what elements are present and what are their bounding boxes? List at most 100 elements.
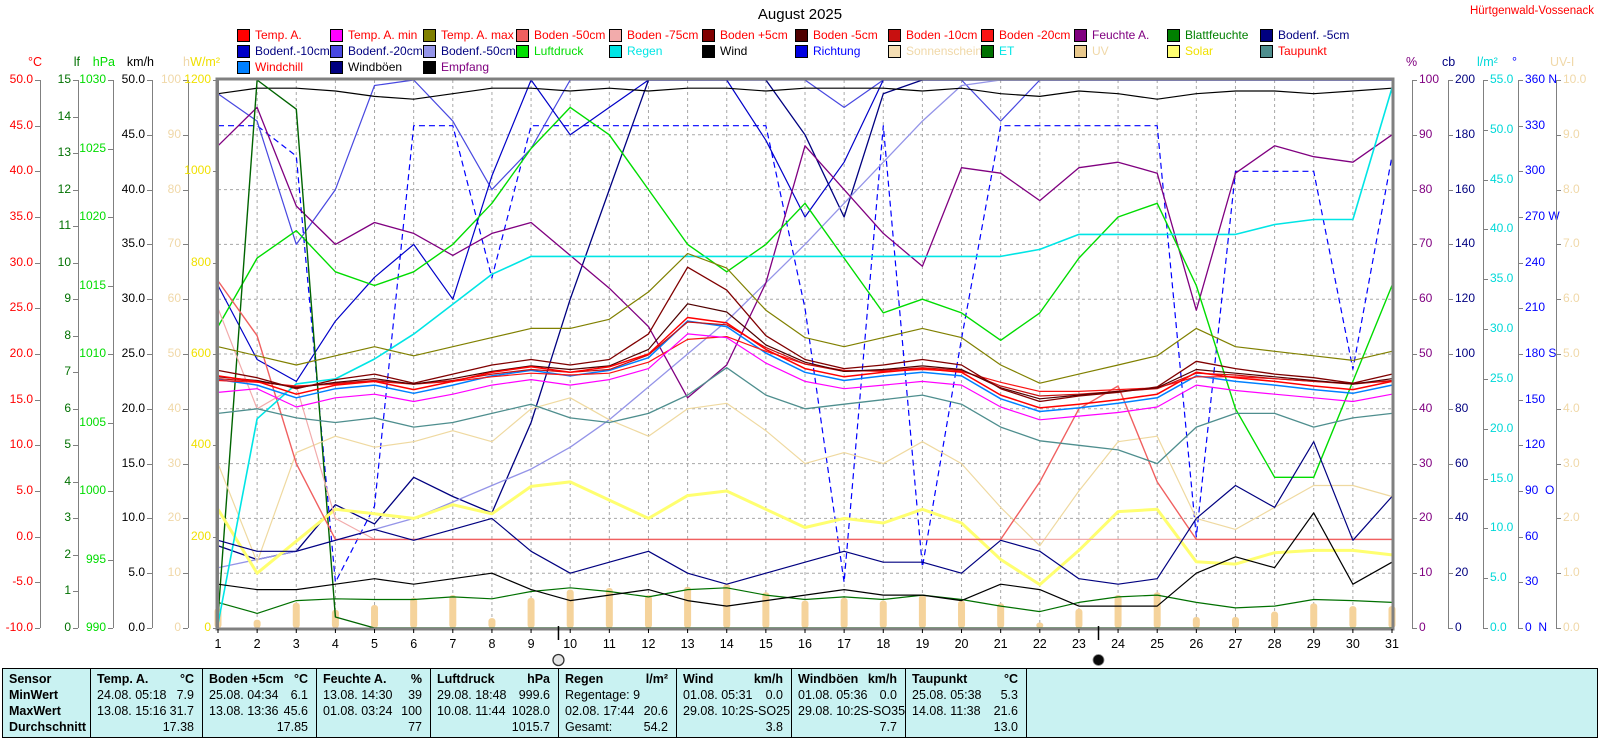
x-tick-label: 6 xyxy=(410,637,417,651)
axis-tick-label: 0 N xyxy=(1525,620,1548,634)
series-boden-50cm xyxy=(217,280,1392,541)
stats-value: 31.7 xyxy=(169,704,194,718)
axis-tick xyxy=(108,628,113,629)
bar-sonnenschein xyxy=(1036,622,1044,628)
axis-tick xyxy=(1518,628,1523,629)
axis-tick-label: 50 xyxy=(167,346,181,360)
stats-cell: MinWert xyxy=(9,688,59,702)
legend-item-temp-a-min: Temp. A. min xyxy=(330,28,423,43)
axis-tick xyxy=(147,463,152,465)
axis-tick-label: 1005 xyxy=(79,414,106,429)
stats-table: Sensor MinWert MaxWert Durchschnitt Temp. A.… xyxy=(2,668,1598,738)
axis-unit-pct: % xyxy=(1406,55,1418,69)
x-tick-label: 24 xyxy=(1111,637,1125,651)
axis-tick xyxy=(73,518,78,520)
stats-value: 7.9 xyxy=(176,688,194,702)
series-boden-p5cm xyxy=(217,266,1393,403)
legend-color-swatch xyxy=(330,29,343,42)
series-temp-max xyxy=(217,252,1393,384)
stats-row: Regen l/m² xyxy=(559,671,676,687)
stats-cell: MaxWert xyxy=(9,704,61,718)
legend-item-luftdruck: Luftdruck xyxy=(516,44,609,59)
axis-tick-label: 50.0 xyxy=(121,72,145,86)
axis-tick-label: 13 xyxy=(57,145,71,160)
axis-unit-kmh: km/h xyxy=(126,55,154,69)
axis-tick xyxy=(1518,171,1523,173)
axis-unit-uvi: UV-I xyxy=(1550,55,1575,69)
axis-tick xyxy=(147,244,152,246)
axis-tick xyxy=(108,80,113,81)
stats-value: 0.0 xyxy=(879,688,897,702)
stats-row: Temp. A. °C xyxy=(91,671,202,687)
axis-tick-label: 30 xyxy=(1525,574,1539,589)
axis-tick xyxy=(1448,463,1453,465)
bar-sonnenschein xyxy=(684,586,692,628)
axis-tick xyxy=(108,217,113,218)
axis-tick xyxy=(1483,129,1488,131)
axis-tick xyxy=(35,491,40,492)
legend-item-windböen: Windböen xyxy=(330,60,423,75)
axis-tick-label: 0 xyxy=(1419,620,1426,634)
legend-item-bodenf--10cm: Bodenf.-10cm xyxy=(237,44,330,59)
legend-color-swatch xyxy=(609,29,622,42)
stats-cell: Windböen xyxy=(798,672,859,686)
x-tick-label: 5 xyxy=(371,637,378,651)
axis-tick-label: 25.0 xyxy=(9,300,33,315)
axis-tick-label: 1025 xyxy=(79,140,106,155)
stats-cell: 01.08. 05:31 xyxy=(683,688,753,702)
stats-cell: Durchschnitt xyxy=(9,720,87,734)
legend-item-bodenf--50cm: Bodenf.-50cm xyxy=(423,44,516,59)
axis-tick xyxy=(1518,399,1523,401)
stats-value: 5.3 xyxy=(1000,688,1018,702)
axis-tick xyxy=(213,262,218,264)
series-bodenf-5cm xyxy=(217,79,1392,561)
axis-tick xyxy=(1518,445,1523,447)
axis-tick-label: 60 xyxy=(1455,455,1469,470)
stats-cell: 02.08. 17:44 xyxy=(565,704,635,718)
stats-value: l/m² xyxy=(645,672,668,686)
axis-tick xyxy=(1518,308,1523,310)
bar-sonnenschein xyxy=(449,595,457,628)
legend-item-et: ET xyxy=(981,44,1074,59)
axis-tick-label: 0.0 xyxy=(1563,620,1580,634)
bar-sonnenschein xyxy=(1114,595,1122,628)
legend-item-windchill: Windchill xyxy=(237,60,330,75)
axis-tick-label: 9 xyxy=(64,291,71,306)
stats-value: 6.1 xyxy=(290,688,308,702)
axis-tick xyxy=(1483,428,1488,430)
full-moon-icon xyxy=(552,653,565,667)
axis-tick-label: 20.0 xyxy=(1490,420,1514,435)
axis-tick-label: 210 xyxy=(1525,300,1546,315)
legend-item-boden--10cm: Boden -10cm xyxy=(888,28,981,43)
axis-tick-label: 1 xyxy=(64,583,71,598)
new-moon-icon xyxy=(1092,654,1105,666)
legend-label: Feuchte A. xyxy=(1092,28,1150,42)
axis-tick xyxy=(1556,463,1561,465)
axis-tick xyxy=(1556,189,1561,191)
axis-tick xyxy=(1483,179,1488,181)
axis-tick xyxy=(147,354,152,355)
axis-tick-label: 150 xyxy=(1525,391,1546,406)
axis-tick-label: 5 xyxy=(64,437,71,452)
stats-cell: Luftdruck xyxy=(437,672,495,686)
x-tick-label: 8 xyxy=(488,637,495,651)
bar-sonnenschein xyxy=(1231,617,1239,628)
series-regen xyxy=(217,87,1393,625)
bar-sonnenschein xyxy=(1153,592,1161,628)
axis-tick xyxy=(147,518,152,520)
legend-item-richtung: Richtung xyxy=(795,44,888,59)
legend-label: Empfang xyxy=(441,60,490,74)
stats-row: MaxWert xyxy=(3,703,90,719)
series-feuchte xyxy=(217,106,1393,399)
legend-item-boden--50cm: Boden -50cm xyxy=(516,28,609,43)
x-tick-label: 3 xyxy=(293,637,300,651)
legend-label: Temp. A. min xyxy=(348,28,418,42)
axis-tick-label: 40 xyxy=(1419,400,1433,415)
y-axis-lf xyxy=(78,80,79,628)
axis-tick-label: 1.0 xyxy=(1563,565,1580,580)
bar-sonnenschein xyxy=(840,597,848,628)
axis-tick-label: 8.0 xyxy=(1563,181,1580,196)
stats-value: 39 xyxy=(408,688,422,702)
x-tick-label: 25 xyxy=(1150,637,1164,651)
